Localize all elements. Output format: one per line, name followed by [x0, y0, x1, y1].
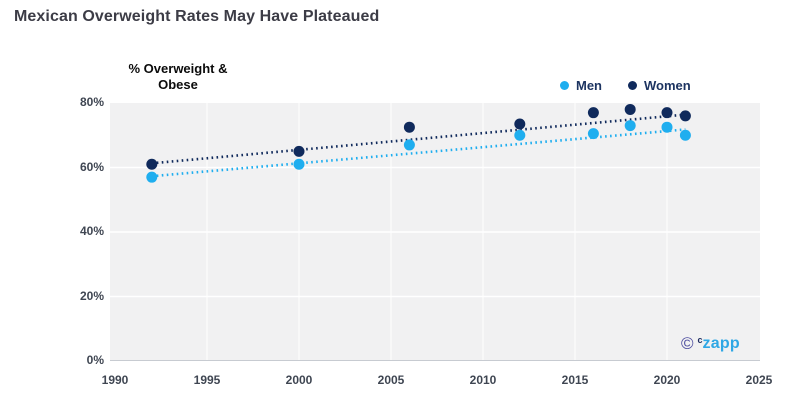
- legend-label-men: Men: [576, 78, 602, 93]
- x-tick-1995: 1995: [193, 373, 221, 387]
- czapp-watermark[interactable]: © c zapp: [681, 334, 740, 353]
- page-title: Mexican Overweight Rates May Have Platea…: [14, 8, 380, 25]
- plot-area: [110, 103, 760, 361]
- y-axis-title-line1: % Overweight &: [128, 61, 228, 76]
- men-dot-icon: [560, 81, 569, 90]
- legend-item-women: Women: [628, 78, 691, 93]
- y-tick-40: 40%: [79, 224, 104, 238]
- x-tick-2020: 2020: [653, 373, 681, 387]
- x-tick-1990: 1990: [101, 373, 129, 387]
- y-tick-0: 0%: [86, 353, 104, 367]
- women-dot-icon: [628, 81, 637, 90]
- x-tick-2010: 2010: [469, 373, 497, 387]
- copyright-icon: ©: [681, 334, 694, 353]
- x-tick-2015: 2015: [561, 373, 589, 387]
- y-axis-title: % Overweight & Obese: [108, 61, 248, 93]
- y-tick-80: 80%: [79, 95, 104, 109]
- x-tick-2005: 2005: [377, 373, 405, 387]
- czapp-brand: zapp: [702, 334, 740, 352]
- x-tick-2025: 2025: [745, 373, 773, 387]
- plot-svg: [110, 103, 760, 361]
- legend: Men Women: [560, 78, 691, 93]
- y-tick-20: 20%: [79, 289, 104, 303]
- y-tick-60: 60%: [79, 160, 104, 174]
- legend-label-women: Women: [644, 78, 691, 93]
- legend-item-men: Men: [560, 78, 602, 93]
- x-tick-2000: 2000: [285, 373, 313, 387]
- y-axis-title-line2: Obese: [158, 76, 198, 92]
- czapp-superscript: c: [697, 334, 703, 345]
